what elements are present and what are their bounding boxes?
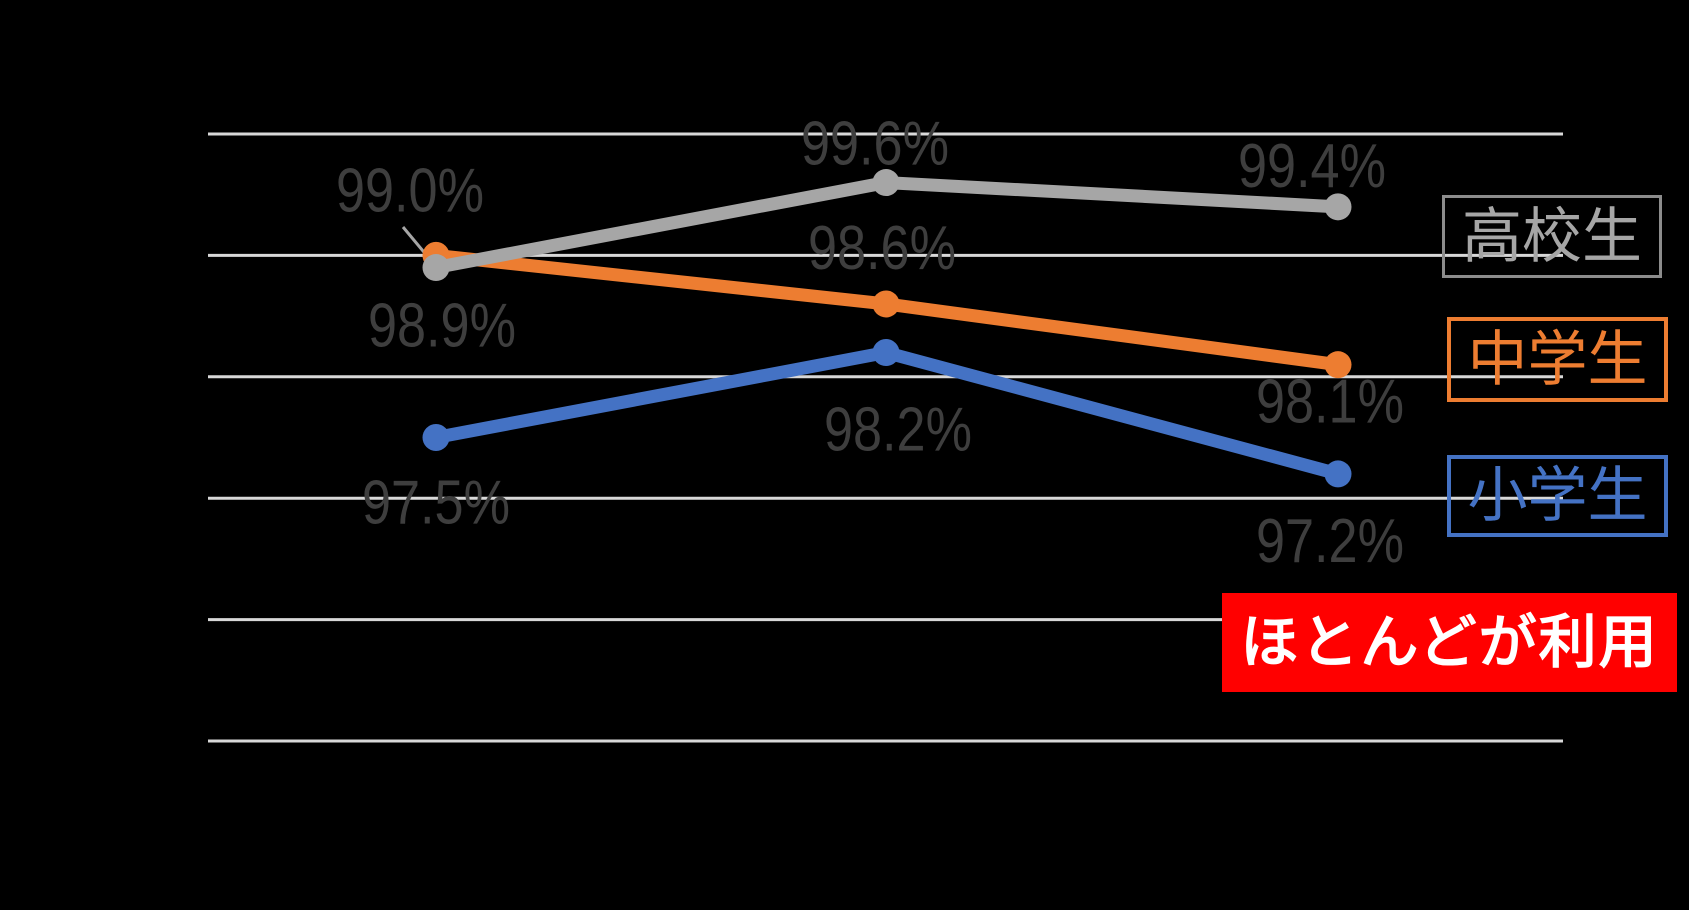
data-point [1324,351,1352,379]
legend-item-elementary: 小学生 [1447,455,1668,537]
annotation-text: ほとんどが利用 [1240,609,1659,675]
data-point [872,339,900,367]
data-label: 97.5% [362,469,510,538]
data-label: 98.1% [1256,368,1404,437]
legend-item-juniorhigh: 中学生 [1447,317,1668,402]
data-label: 98.6% [808,214,956,283]
annotation-highlight-box: ほとんどが利用 [1222,593,1677,692]
legend-label-highschool: 高校生 [1462,202,1642,270]
legend-label-elementary: 小学生 [1467,462,1648,529]
data-point [1324,460,1352,488]
data-label: 99.0% [336,156,484,225]
data-point [872,290,900,318]
data-label: 97.2% [1256,507,1404,576]
legend-label-juniorhigh: 中学生 [1467,325,1648,393]
data-point [422,254,450,282]
data-label: 98.2% [824,396,972,465]
data-label: 98.9% [368,292,516,361]
data-label: 99.4% [1238,132,1386,201]
data-label: 99.6% [801,110,949,179]
data-point [422,424,450,451]
legend-item-highschool: 高校生 [1442,195,1662,278]
data-point [872,169,900,197]
data-point [1324,193,1352,221]
